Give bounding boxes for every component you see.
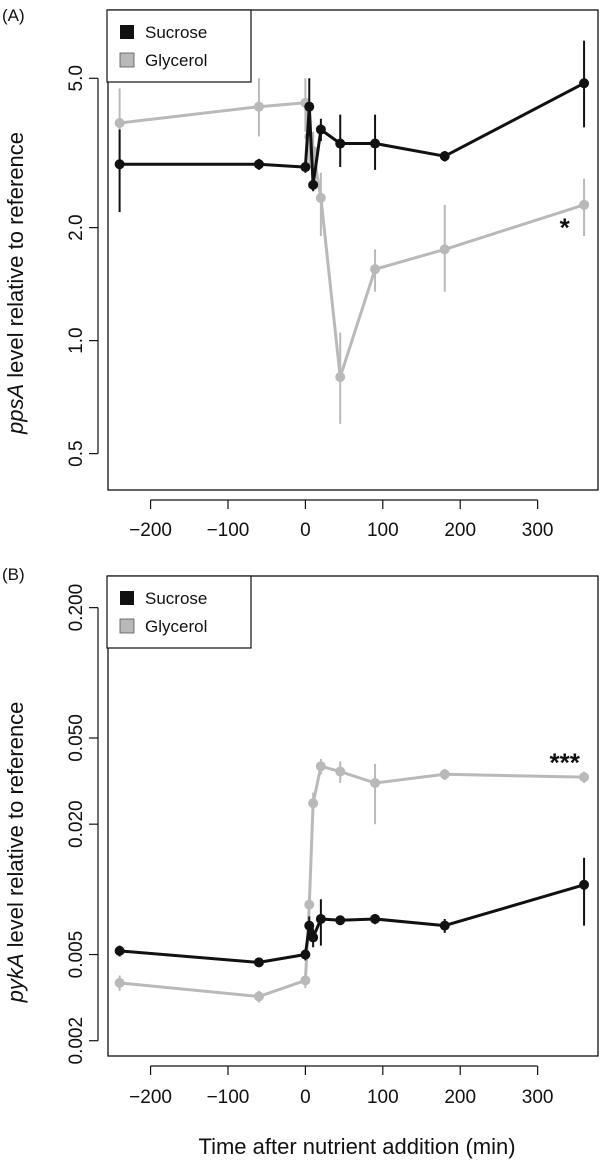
panel-b-plot: −200 −100 0 100 200 300 0.002 0.005 0.020 0.050 0.… xyxy=(66,575,599,1108)
panel-b-x-tick-label: 100 xyxy=(367,1087,399,1108)
panel-a-legend-swatch-sucrose xyxy=(120,25,134,39)
panel-b-sucrose-point xyxy=(253,957,264,968)
panel-b-glycerol-point xyxy=(308,798,319,809)
panel-b-glycerol-point xyxy=(579,772,590,783)
panel-a-glycerol-point xyxy=(114,117,125,128)
panel-b-legend-swatch-sucrose xyxy=(120,591,134,605)
panel-b-legend-swatch-glycerol xyxy=(119,618,135,634)
panel-a-y-tick-label: 2.0 xyxy=(66,214,87,240)
panel-b-sucrose-point xyxy=(439,920,450,931)
panel-b-sucrose-point xyxy=(304,920,315,931)
panel-a-sucrose-point xyxy=(315,124,326,135)
panel-b-sucrose-point xyxy=(315,913,326,924)
panel-b-legend: Sucrose Glycerol xyxy=(106,575,252,649)
panel-b-x-tick-label: −200 xyxy=(129,1087,172,1108)
panel-b-significance-annotation: *** xyxy=(550,748,581,778)
panel-a-sucrose-point xyxy=(439,151,450,162)
panel-a-glycerol-point xyxy=(315,192,326,203)
panel-b-sucrose-point xyxy=(308,932,319,943)
panel-a-y-axis-rest: level relative to reference xyxy=(3,132,28,384)
panel-b-legend-box xyxy=(106,575,252,649)
panel-a-legend-label-sucrose: Sucrose xyxy=(145,23,207,42)
panel-b-x-tick-label: 300 xyxy=(522,1087,554,1108)
panel-a-legend-box xyxy=(106,9,252,83)
x-axis-title: Time after nutrient addition (min) xyxy=(198,1134,515,1159)
panel-a-glycerol-point xyxy=(335,372,346,383)
panel-b-x-tick-label: 200 xyxy=(444,1087,476,1108)
panel-b-y-tick-label: 0.020 xyxy=(66,800,87,848)
panel-a-glycerol-point xyxy=(370,264,381,275)
panel-a-sucrose-point xyxy=(304,101,315,112)
panel-b-sucrose-point xyxy=(114,945,125,956)
panel-b-sucrose-point xyxy=(335,915,346,926)
panel-b-glycerol-point xyxy=(300,975,311,986)
panel-b-y-axis-rest: level relative to reference xyxy=(3,702,28,954)
panel-a-y-axis-gene: ppsA xyxy=(3,384,28,435)
panel-a-x-tick-label: −200 xyxy=(129,520,172,541)
panel-a-sucrose-point xyxy=(253,159,264,170)
panel-b-glycerol-point xyxy=(304,899,315,910)
panel-b-y-tick-label: 0.050 xyxy=(66,714,87,762)
panel-b-glycerol-point xyxy=(253,991,264,1002)
panel-b-glycerol-point xyxy=(439,769,450,780)
panel-a-sucrose-point xyxy=(370,138,381,149)
panel-a-y-tick-label: 0.5 xyxy=(66,440,87,466)
panel-a-sucrose-line xyxy=(119,81,585,187)
panel-a-y-tick-label: 5.0 xyxy=(66,65,87,91)
panel-a-y-tick-label: 1.0 xyxy=(66,327,87,353)
panel-b-sucrose-point xyxy=(300,949,311,960)
panel-b-glycerol-point xyxy=(370,777,381,788)
panel-a-x-tick-label: 0 xyxy=(300,520,311,541)
panel-a-x-tick-label: −100 xyxy=(207,520,250,541)
panel-a-sucrose-point xyxy=(579,78,590,89)
panel-a-x-tick-label: 100 xyxy=(367,520,399,541)
panel-a-x-tick-label: 300 xyxy=(522,520,554,541)
panel-b-sucrose-point xyxy=(579,879,590,890)
panel-b-glycerol-point xyxy=(335,766,346,777)
panel-b-y-tick-label: 0.005 xyxy=(66,931,87,979)
panel-a-legend-label-glycerol: Glycerol xyxy=(145,51,207,70)
panel-a-legend-swatch-glycerol xyxy=(119,52,135,68)
panel-a: (A) ppsA level relative to reference −20… xyxy=(2,6,599,541)
panel-a-significance-annotation: * xyxy=(560,213,571,243)
panel-b-plot-frame xyxy=(107,575,599,1057)
panel-b-y-axis-gene: pykA xyxy=(3,953,28,1003)
panel-b-x-tick-label: −100 xyxy=(207,1087,250,1108)
panel-b-glycerol-line xyxy=(119,764,585,998)
panel-b-sucrose-line xyxy=(119,883,585,964)
panel-a-plot-frame xyxy=(107,9,599,491)
panel-b-label: (B) xyxy=(2,565,25,584)
panel-b-y-tick-label: 0.200 xyxy=(66,584,87,632)
panel-b: (B) pykA level relative to reference −20… xyxy=(2,565,599,1159)
panel-a-sucrose-point xyxy=(308,179,319,190)
panel-a-glycerol-point xyxy=(579,199,590,210)
panel-b-y-tick-label: 0.002 xyxy=(66,1017,87,1065)
panel-b-glycerol-point xyxy=(114,977,125,988)
panel-a-glycerol-point xyxy=(253,101,264,112)
panel-a-y-axis-title: ppsA level relative to reference xyxy=(3,132,28,435)
panel-a-sucrose-point xyxy=(114,159,125,170)
panel-a-sucrose-point xyxy=(300,162,311,173)
panel-a-legend: Sucrose Glycerol xyxy=(106,9,252,83)
panel-b-legend-label-sucrose: Sucrose xyxy=(145,589,207,608)
panel-b-x-tick-label: 0 xyxy=(300,1087,311,1108)
panel-a-label: (A) xyxy=(2,6,25,25)
panel-a-sucrose-point xyxy=(335,138,346,149)
panel-a-glycerol-line xyxy=(119,101,585,379)
panel-b-legend-label-glycerol: Glycerol xyxy=(145,617,207,636)
panel-b-y-axis-title: pykA level relative to reference xyxy=(3,702,28,1004)
panel-b-sucrose-point xyxy=(370,913,381,924)
panel-a-x-tick-label: 200 xyxy=(444,520,476,541)
panel-a-glycerol-point xyxy=(439,244,450,255)
panel-b-glycerol-point xyxy=(315,761,326,772)
panel-a-plot: −200 −100 0 100 200 300 0.5 1.0 2.0 5.0 * xyxy=(66,9,599,541)
